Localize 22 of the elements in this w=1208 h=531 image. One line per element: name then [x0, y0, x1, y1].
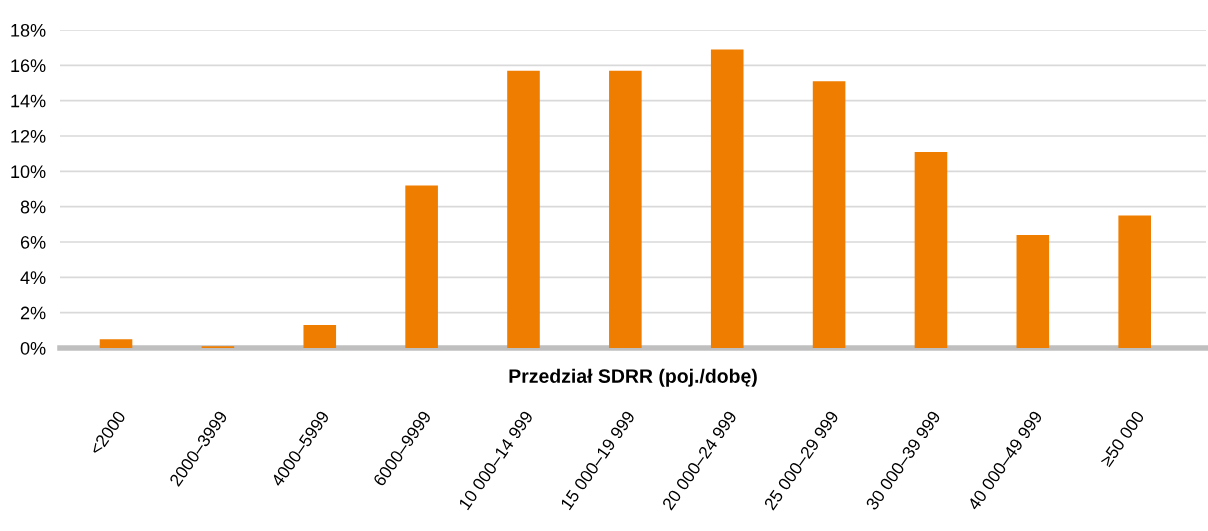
y-tick-label: 18% [11, 23, 46, 37]
y-tick-label: 14% [11, 94, 46, 108]
bar [1118, 215, 1151, 348]
bar [99, 339, 133, 348]
bar [507, 70, 540, 348]
y-tick-label: 8% [20, 200, 46, 214]
bar [914, 151, 948, 348]
bar [812, 81, 846, 348]
x-axis-title: Przedział SDRR (poj./dobę) [509, 368, 757, 387]
y-tick-label: 6% [20, 235, 46, 249]
y-tick-label: 2% [20, 306, 46, 320]
x-tick-label: ≥50 000 [1099, 409, 1145, 468]
bar [303, 325, 337, 348]
bar [405, 185, 438, 348]
y-tick-label: 16% [11, 59, 46, 73]
bar [710, 49, 744, 348]
y-tick-label: 10% [11, 165, 46, 179]
bar [1016, 234, 1050, 348]
y-tick-label: 12% [11, 129, 46, 143]
y-tick-label: 4% [20, 271, 46, 284]
y-tick-label: 0% [20, 341, 46, 355]
bar [609, 70, 642, 348]
